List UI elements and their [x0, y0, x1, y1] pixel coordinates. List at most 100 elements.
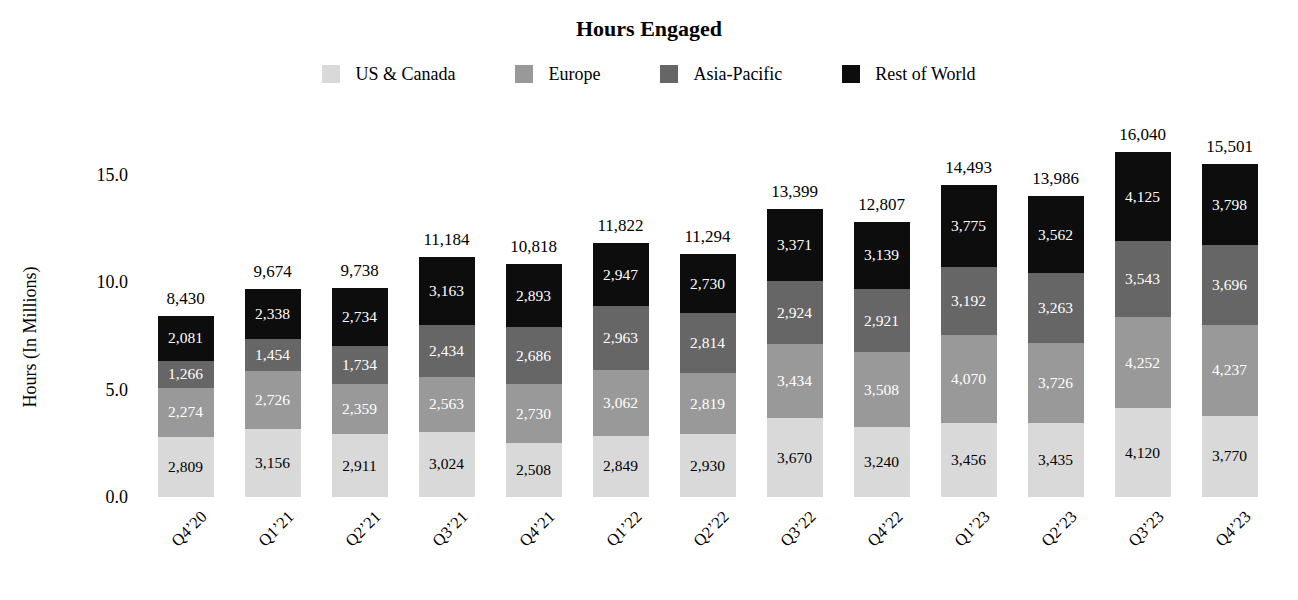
- bar-segment: 4,125: [1115, 152, 1171, 241]
- bar-segment: 3,670: [767, 418, 823, 497]
- legend-label: Asia-Pacific: [693, 64, 782, 85]
- bar-segment: 2,359: [332, 384, 388, 435]
- segment-value-label: 3,770: [1202, 447, 1258, 465]
- segment-value-label: 3,163: [419, 282, 475, 300]
- bar-segment: 3,775: [941, 185, 997, 266]
- bar-total-label: 16,040: [1119, 125, 1166, 145]
- y-tick-label-10.0: 10.0: [18, 272, 128, 292]
- bar-total-label: 11,294: [684, 227, 730, 247]
- x-axis-label: Q4’22: [864, 507, 908, 551]
- bar-stack: 3,2403,5082,9213,139: [854, 222, 910, 497]
- segment-value-label: 3,562: [1028, 226, 1084, 244]
- bar-segment: 3,263: [1028, 273, 1084, 343]
- x-axis-label: Q3’23: [1125, 507, 1169, 551]
- bar-segment: 3,163: [419, 257, 475, 325]
- bar-total-label: 9,674: [253, 262, 291, 282]
- bar-segment: 3,062: [593, 370, 649, 436]
- bar-segment: 2,274: [158, 388, 214, 437]
- y-tick-label-0.0: 0.0: [18, 487, 128, 507]
- bar-stack: 2,9112,3591,7342,734: [332, 288, 388, 497]
- bar-total-label: 15,501: [1206, 137, 1253, 157]
- bar-total-label: 8,430: [166, 289, 204, 309]
- bar-total-label: 14,493: [945, 158, 992, 178]
- bar-segment: 2,686: [506, 327, 562, 385]
- segment-value-label: 2,508: [506, 461, 562, 479]
- bar-column-7: 2,9302,8192,8142,73011,294Q2’22: [664, 110, 751, 497]
- legend-swatch-icon: [660, 65, 678, 83]
- bar-total-label: 13,399: [771, 182, 818, 202]
- bar-segment: 3,562: [1028, 196, 1084, 273]
- bar-stack: 3,0242,5632,4343,163: [419, 257, 475, 497]
- segment-value-label: 3,062: [593, 394, 649, 412]
- bar-stack: 3,6703,4342,9243,371: [767, 209, 823, 497]
- bar-segment: 3,139: [854, 222, 910, 289]
- bar-segment: 2,726: [245, 371, 301, 430]
- x-axis-label: Q4’23: [1212, 507, 1256, 551]
- bar-segment: 4,252: [1115, 317, 1171, 408]
- segment-value-label: 2,911: [332, 457, 388, 475]
- segment-value-label: 2,434: [419, 342, 475, 360]
- segment-value-label: 2,814: [680, 334, 736, 352]
- segment-value-label: 2,924: [767, 304, 823, 322]
- bar-total-label: 9,738: [340, 261, 378, 281]
- legend-item-3: Rest of World: [842, 64, 975, 85]
- bar-segment: 3,371: [767, 209, 823, 281]
- segment-value-label: 3,726: [1028, 374, 1084, 392]
- legend-label: Rest of World: [875, 64, 975, 85]
- segment-value-label: 4,070: [941, 370, 997, 388]
- legend-swatch-icon: [842, 65, 860, 83]
- segment-value-label: 1,734: [332, 356, 388, 374]
- bar-column-4: 3,0242,5632,4343,16311,184Q3’21: [403, 110, 490, 497]
- bar-segment: 3,770: [1202, 416, 1258, 497]
- segment-value-label: 2,563: [419, 395, 475, 413]
- segment-value-label: 3,435: [1028, 451, 1084, 469]
- hours-engaged-chart: Hours Engaged US & CanadaEuropeAsia-Paci…: [0, 0, 1298, 600]
- segment-value-label: 3,263: [1028, 299, 1084, 317]
- segment-value-label: 2,819: [680, 395, 736, 413]
- bar-segment: 2,930: [680, 434, 736, 497]
- segment-value-label: 2,930: [680, 457, 736, 475]
- bar-column-9: 3,2403,5082,9213,13912,807Q4’22: [838, 110, 925, 497]
- segment-value-label: 3,156: [245, 454, 301, 472]
- bar-column-6: 2,8493,0622,9632,94711,822Q1’22: [577, 110, 664, 497]
- segment-value-label: 4,120: [1115, 444, 1171, 462]
- bar-segment: 2,338: [245, 289, 301, 339]
- segment-value-label: 4,237: [1202, 361, 1258, 379]
- bar-segment: 2,924: [767, 281, 823, 344]
- bar-segment: 4,070: [941, 335, 997, 423]
- segment-value-label: 4,252: [1115, 354, 1171, 372]
- x-axis-label: Q3’22: [777, 507, 821, 551]
- segment-value-label: 3,696: [1202, 276, 1258, 294]
- bar-segment: 2,893: [506, 264, 562, 326]
- legend: US & CanadaEuropeAsia-PacificRest of Wor…: [0, 62, 1298, 86]
- bar-segment: 2,849: [593, 436, 649, 497]
- y-tick-label-15.0: 15.0: [18, 165, 128, 185]
- segment-value-label: 3,798: [1202, 196, 1258, 214]
- segment-value-label: 2,274: [158, 403, 214, 421]
- legend-label: US & Canada: [355, 64, 455, 85]
- bar-segment: 2,809: [158, 437, 214, 497]
- bar-segment: 3,192: [941, 267, 997, 336]
- bar-total-label: 11,184: [423, 230, 469, 250]
- segment-value-label: 2,921: [854, 312, 910, 330]
- bar-segment: 3,435: [1028, 423, 1084, 497]
- segment-value-label: 3,508: [854, 381, 910, 399]
- segment-value-label: 2,726: [245, 391, 301, 409]
- bar-segment: 2,911: [332, 434, 388, 497]
- bar-segment: 3,156: [245, 429, 301, 497]
- segment-value-label: 2,686: [506, 347, 562, 365]
- bar-stack: 3,770 4,237 3,696 3,798: [1202, 164, 1258, 497]
- bar-segment: 2,081: [158, 316, 214, 361]
- x-axis-label: Q4’20: [168, 507, 212, 551]
- legend-swatch-icon: [515, 65, 533, 83]
- bar-total-label: 11,822: [597, 216, 643, 236]
- bar-segment: 1,454: [245, 339, 301, 370]
- x-axis-label: Q2’22: [690, 507, 734, 551]
- bar-segment: 3,508: [854, 352, 910, 427]
- bar-column-3: 2,9112,3591,7342,7349,738Q2’21: [316, 110, 403, 497]
- bar-column-10: 3,4564,0703,1923,77514,493Q1’23: [925, 110, 1012, 497]
- bar-column-5: 2,5082,7302,6862,89310,818Q4’21: [490, 110, 577, 497]
- bar-segment: 2,947: [593, 243, 649, 306]
- segment-value-label: 3,670: [767, 449, 823, 467]
- bar-stack: 2,9302,8192,8142,730: [680, 254, 736, 497]
